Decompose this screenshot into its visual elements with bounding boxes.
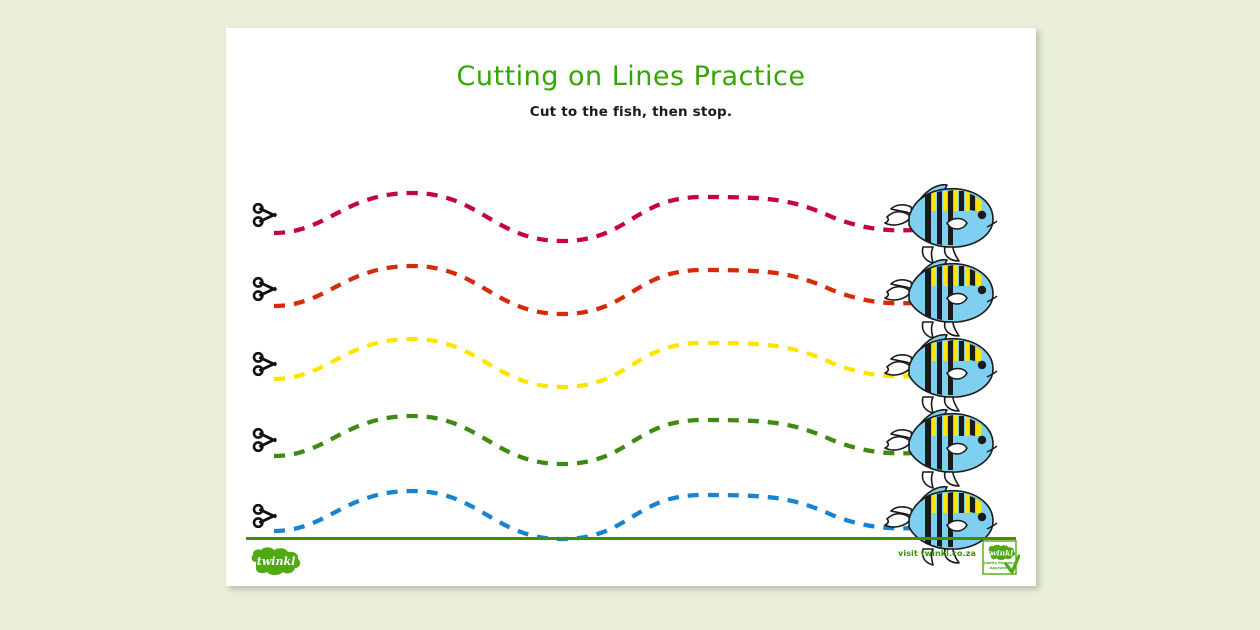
cutting-row — [226, 396, 1036, 492]
fish-illustration — [881, 396, 1001, 492]
dashed-cutting-line — [272, 171, 932, 267]
cutting-row — [226, 171, 1036, 267]
scissors-icon[interactable] — [251, 198, 285, 232]
badge-line-2: Approved — [990, 566, 1010, 570]
quality-assured-badge: twinkl Quality Standard Approved — [982, 540, 1020, 580]
cutting-row — [226, 321, 1036, 417]
check-icon — [1004, 554, 1020, 574]
cutting-lines-area — [226, 28, 1036, 586]
scissors-icon[interactable] — [251, 272, 285, 306]
scissors-icon[interactable] — [251, 347, 285, 381]
page-subtitle: Cut to the fish, then stop. — [529, 104, 733, 120]
fish-illustration — [881, 321, 1001, 417]
cutting-row — [226, 246, 1036, 342]
twinkl-logo[interactable]: twinkl — [248, 546, 304, 576]
cutting-row — [226, 473, 1036, 569]
worksheet-page: Cutting on Lines Practice Cut to the fis… — [226, 28, 1036, 586]
visit-url-text[interactable]: visit twinkl.co.za — [898, 549, 976, 558]
fish-illustration — [881, 246, 1001, 342]
footer-divider — [246, 537, 1016, 540]
dashed-cutting-line — [272, 473, 932, 569]
badge-line-1: Quality Standard — [982, 561, 1017, 565]
fish-illustration — [881, 473, 1001, 569]
dashed-cutting-line — [272, 246, 932, 342]
page-title: Cutting on Lines Practice — [456, 61, 806, 92]
scissors-icon[interactable] — [251, 499, 285, 533]
badge-brand-text: twinkl — [987, 549, 1013, 558]
fish-illustration — [881, 171, 1001, 267]
twinkl-logo-text: twinkl — [257, 555, 296, 568]
scissors-icon[interactable] — [251, 423, 285, 457]
dashed-cutting-line — [272, 396, 932, 492]
dashed-cutting-line — [272, 321, 932, 417]
